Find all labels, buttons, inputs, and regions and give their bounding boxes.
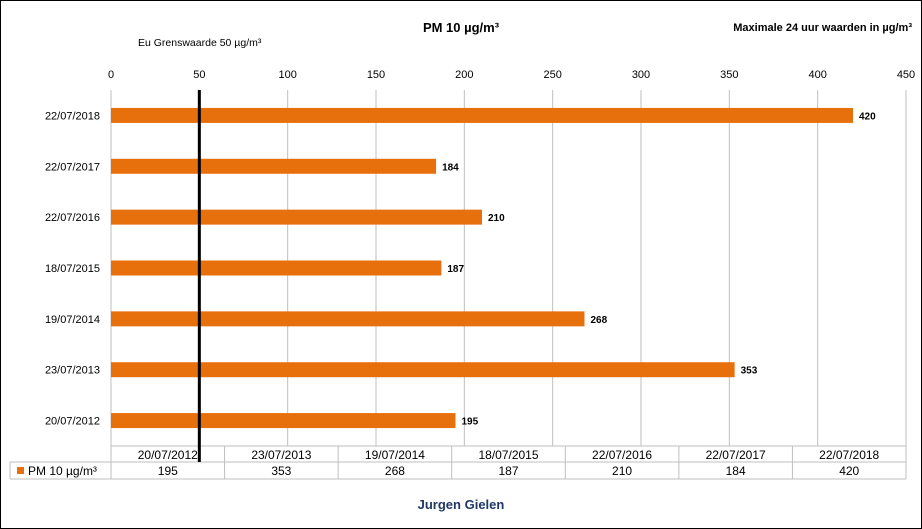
table-value-cell: 210 <box>612 464 632 478</box>
table-value-cell: 195 <box>158 464 178 478</box>
table-value-cell: 420 <box>839 464 859 478</box>
x-tick-label: 350 <box>720 69 738 81</box>
x-tick-label: 250 <box>543 69 561 81</box>
limit-label: Eu Grenswaarde 50 µg/m³ <box>138 37 262 49</box>
y-tick-label: 23/07/2013 <box>45 365 100 377</box>
bar <box>111 311 585 327</box>
table-value-cell: 187 <box>498 464 518 478</box>
legend-label: PM 10 µg/m³ <box>28 464 97 478</box>
table-header-cell: 19/07/2014 <box>365 448 425 462</box>
table-header-cell: 20/07/2012 <box>138 448 198 462</box>
bar <box>111 413 456 429</box>
data-label: 353 <box>741 366 758 377</box>
table-header-cell: 18/07/2015 <box>478 448 538 462</box>
y-tick-label: 20/07/2012 <box>45 416 100 428</box>
y-tick-label: 18/07/2015 <box>45 263 100 275</box>
table-header-cell: 23/07/2013 <box>251 448 311 462</box>
data-label: 210 <box>488 213 505 224</box>
table-header-cell: 22/07/2018 <box>819 448 879 462</box>
table-value-cell: 353 <box>271 464 291 478</box>
x-tick-label: 200 <box>455 69 473 81</box>
y-tick-label: 22/07/2016 <box>45 212 100 224</box>
x-tick-label: 50 <box>193 69 205 81</box>
x-tick-label: 0 <box>108 69 114 81</box>
table-header-cell: 22/07/2017 <box>706 448 766 462</box>
bar <box>111 209 482 225</box>
x-tick-label: 300 <box>632 69 650 81</box>
table-value-cell: 184 <box>726 464 746 478</box>
chart-subtitle: Maximale 24 uur waarden in µg/m³ <box>733 22 912 34</box>
table-header-cell: 22/07/2016 <box>592 448 652 462</box>
data-label: 195 <box>462 417 479 428</box>
x-tick-label: 150 <box>367 69 385 81</box>
bar <box>111 260 442 276</box>
y-tick-label: 22/07/2017 <box>45 161 100 173</box>
data-label: 184 <box>442 162 459 173</box>
x-tick-label: 100 <box>278 69 296 81</box>
data-label: 268 <box>590 315 607 326</box>
author-credit: Jurgen Gielen <box>417 497 505 512</box>
y-tick-label: 22/07/2018 <box>45 110 100 122</box>
bar <box>111 362 735 378</box>
legend-key <box>17 467 24 474</box>
x-tick-label: 450 <box>897 69 915 81</box>
chart-title: PM 10 µg/m³ <box>422 20 500 35</box>
data-label: 420 <box>859 111 876 122</box>
data-label: 187 <box>447 264 464 275</box>
bar <box>111 158 437 174</box>
y-tick-label: 19/07/2014 <box>45 314 100 326</box>
table-value-cell: 268 <box>385 464 405 478</box>
x-tick-label: 400 <box>808 69 826 81</box>
bar <box>111 107 853 123</box>
